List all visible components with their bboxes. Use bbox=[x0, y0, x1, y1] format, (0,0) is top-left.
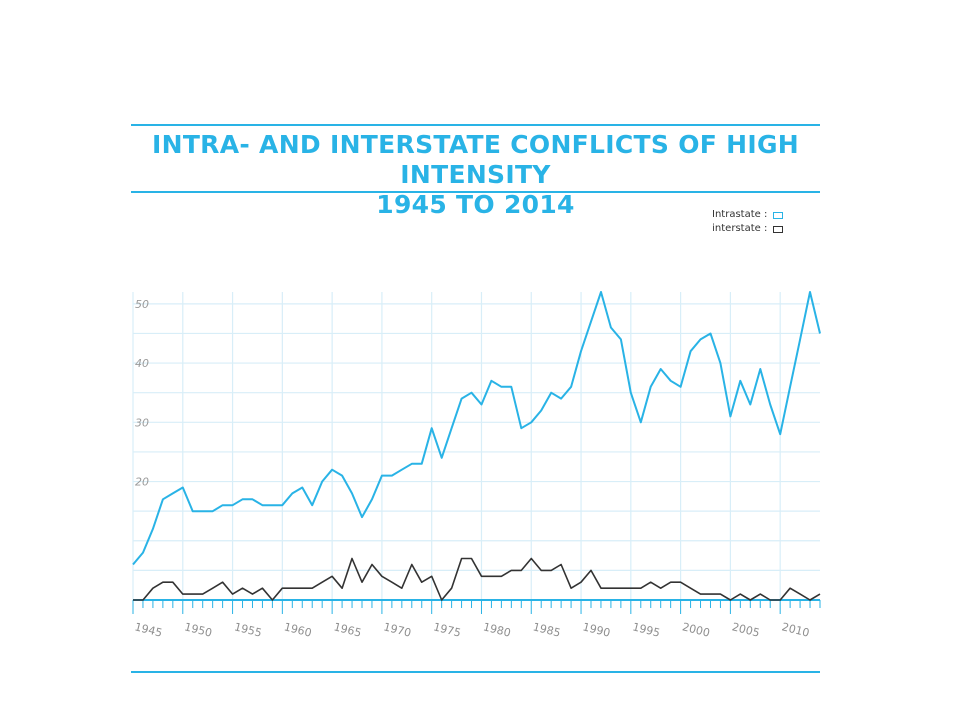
legend-swatch-1 bbox=[773, 225, 784, 233]
chart-title: INTRA- AND INTERSTATE CONFLICTS OF HIGH … bbox=[131, 130, 820, 220]
x-tick-label-7: 1980 bbox=[482, 620, 512, 639]
chart-subtitle: 1945 TO 2014 bbox=[376, 190, 575, 219]
x-tick-label-6: 1975 bbox=[432, 620, 462, 639]
x-tick-label-1: 1950 bbox=[183, 620, 213, 639]
x-tick-label-9: 1990 bbox=[581, 620, 611, 639]
x-tick-label-2: 1955 bbox=[233, 620, 263, 639]
title-top-rule bbox=[131, 124, 820, 126]
legend-label-1: interstate : bbox=[712, 223, 768, 234]
x-tick-label-13: 2010 bbox=[780, 620, 810, 639]
legend-label-0: Intrastate : bbox=[712, 209, 768, 220]
chart-legend: Intrastate : interstate : bbox=[712, 208, 784, 236]
x-tick-label-11: 2000 bbox=[681, 620, 711, 639]
x-tick-label-12: 2005 bbox=[731, 620, 761, 639]
legend-entry-1: interstate : bbox=[712, 222, 784, 236]
y-tick-label-0: 20 bbox=[135, 476, 149, 489]
y-tick-label-3: 50 bbox=[135, 298, 149, 311]
x-tick-label-0: 1945 bbox=[133, 620, 163, 639]
x-tick-label-3: 1960 bbox=[283, 620, 313, 639]
legend-entry-0: Intrastate : bbox=[712, 208, 784, 222]
legend-swatch-0 bbox=[773, 211, 784, 219]
title-bottom-rule bbox=[131, 191, 820, 193]
bottom-rule bbox=[131, 671, 820, 673]
y-tick-label-2: 40 bbox=[135, 357, 149, 370]
x-tick-label-10: 1995 bbox=[631, 620, 661, 639]
x-tick-label-8: 1985 bbox=[532, 620, 562, 639]
y-tick-label-1: 30 bbox=[135, 416, 149, 429]
x-tick-label-4: 1965 bbox=[332, 620, 362, 639]
series-line-0 bbox=[132, 291, 821, 566]
x-tick-label-5: 1970 bbox=[382, 620, 412, 639]
series-line-1 bbox=[133, 557, 821, 601]
chart-title-main: INTRA- AND INTERSTATE CONFLICTS OF HIGH … bbox=[152, 130, 799, 189]
